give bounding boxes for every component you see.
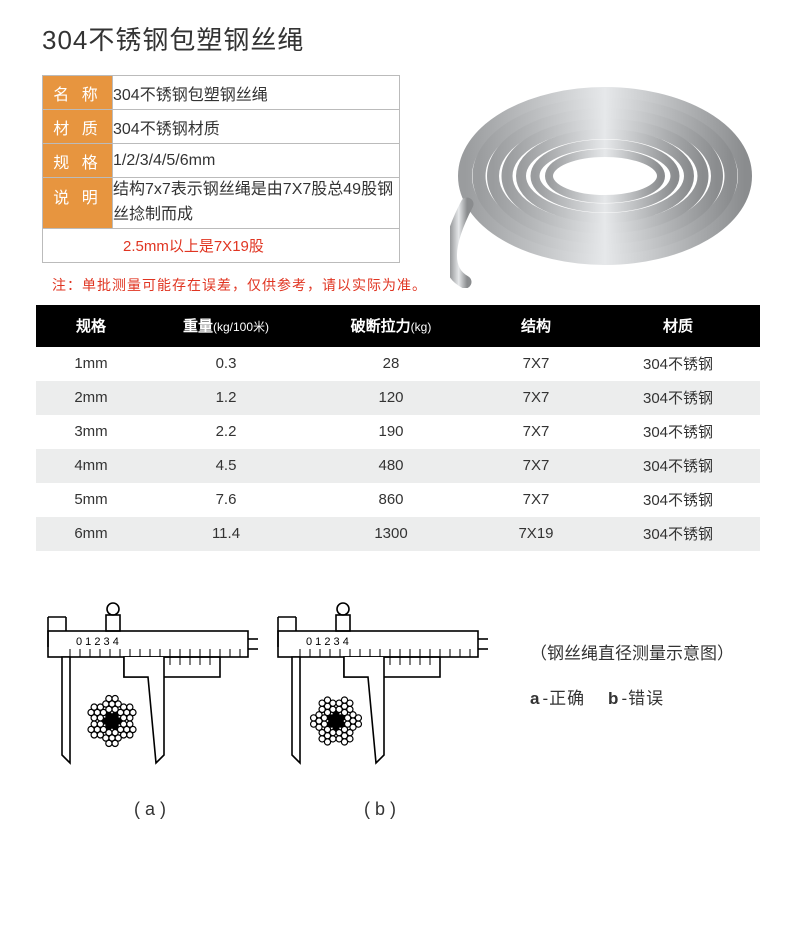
cell-struct: 7X7 <box>476 415 596 449</box>
legend-b-label: b <box>608 689 619 708</box>
legend-a-label: a <box>530 689 540 708</box>
diagram-a: 0 1 2 3 4 ( a ) <box>40 587 260 820</box>
table-row: 5mm7.68607X7304不锈钢 <box>36 483 760 517</box>
cell-weight: 2.2 <box>146 415 306 449</box>
spec-table: 规格 重量(kg/100米) 破断拉力(kg) 结构 材质 1mm0.3287X… <box>36 305 760 551</box>
info-name-label: 名 称 <box>43 76 113 110</box>
cell-weight: 0.3 <box>146 347 306 381</box>
cell-material: 304不锈钢 <box>596 347 760 381</box>
table-row: 3mm2.21907X7304不锈钢 <box>36 415 760 449</box>
diagram-area: 0 1 2 3 4 ( a ) <box>0 587 790 820</box>
cell-spec: 1mm <box>36 347 146 381</box>
cell-material: 304不锈钢 <box>596 415 760 449</box>
cell-spec: 3mm <box>36 415 146 449</box>
cell-struct: 7X19 <box>476 517 596 551</box>
info-red-note: 2.5mm以上是7X19股 <box>42 229 400 263</box>
cell-struct: 7X7 <box>476 449 596 483</box>
th-material: 材质 <box>596 305 760 347</box>
info-material-label: 材 质 <box>43 110 113 144</box>
cell-material: 304不锈钢 <box>596 517 760 551</box>
cell-struct: 7X7 <box>476 347 596 381</box>
cell-material: 304不锈钢 <box>596 483 760 517</box>
th-spec: 规格 <box>36 305 146 347</box>
table-row: 4mm4.54807X7304不锈钢 <box>36 449 760 483</box>
cell-force: 860 <box>306 483 476 517</box>
svg-text:0 1 2 3 4: 0 1 2 3 4 <box>76 636 119 648</box>
table-row: 6mm11.413007X19304不锈钢 <box>36 517 760 551</box>
cell-material: 304不锈钢 <box>596 381 760 415</box>
diagram-legend: （钢丝绳直径测量示意图） a-正确 b-错误 <box>530 639 734 709</box>
info-spec-label: 规 格 <box>43 144 113 178</box>
cell-spec: 5mm <box>36 483 146 517</box>
info-desc-value: 结构7x7表示钢丝绳是由7X7股总49股钢丝捻制而成 <box>113 178 400 229</box>
legend-a-text: 正确 <box>549 689 585 708</box>
table-row: 1mm0.3287X7304不锈钢 <box>36 347 760 381</box>
cell-weight: 7.6 <box>146 483 306 517</box>
cell-force: 1300 <box>306 517 476 551</box>
cell-force: 120 <box>306 381 476 415</box>
info-name-value: 304不锈钢包塑钢丝绳 <box>113 76 400 110</box>
info-desc-label: 说 明 <box>43 178 113 229</box>
diagram-b: 0 1 2 3 4 ( b ) <box>270 587 490 820</box>
cell-weight: 11.4 <box>146 517 306 551</box>
th-force: 破断拉力(kg) <box>306 305 476 347</box>
cell-spec: 2mm <box>36 381 146 415</box>
table-header-row: 规格 重量(kg/100米) 破断拉力(kg) 结构 材质 <box>36 305 760 347</box>
cell-spec: 6mm <box>36 517 146 551</box>
th-struct: 结构 <box>476 305 596 347</box>
cell-spec: 4mm <box>36 449 146 483</box>
cell-struct: 7X7 <box>476 381 596 415</box>
caption-b: ( b ) <box>270 799 490 820</box>
cell-weight: 1.2 <box>146 381 306 415</box>
info-material-value: 304不锈钢材质 <box>113 110 400 144</box>
th-weight: 重量(kg/100米) <box>146 305 306 347</box>
info-spec-value: 1/2/3/4/5/6mm <box>113 144 400 178</box>
cell-weight: 4.5 <box>146 449 306 483</box>
page-title: 304不锈钢包塑钢丝绳 <box>42 20 790 57</box>
legend-title: （钢丝绳直径测量示意图） <box>530 639 734 664</box>
caption-a: ( a ) <box>40 799 260 820</box>
product-image <box>450 68 760 288</box>
cell-force: 480 <box>306 449 476 483</box>
table-row: 2mm1.21207X7304不锈钢 <box>36 381 760 415</box>
info-table: 名 称 304不锈钢包塑钢丝绳 材 质 304不锈钢材质 规 格 1/2/3/4… <box>42 75 400 229</box>
cell-force: 28 <box>306 347 476 381</box>
cell-material: 304不锈钢 <box>596 449 760 483</box>
legend-b-text: 错误 <box>628 689 664 708</box>
svg-text:0 1 2 3 4: 0 1 2 3 4 <box>306 636 349 648</box>
cell-force: 190 <box>306 415 476 449</box>
cell-struct: 7X7 <box>476 483 596 517</box>
